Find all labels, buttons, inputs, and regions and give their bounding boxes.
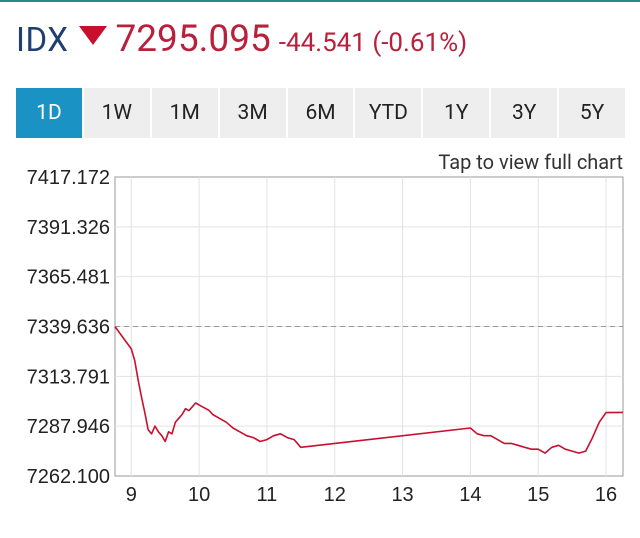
x-tick-label: 10 [188,484,210,506]
down-triangle-icon [79,26,108,45]
y-tick-label: 7365.481 [27,267,110,289]
tab-3m[interactable]: 3M [219,88,288,138]
x-tick-label: 16 [595,484,617,506]
index-symbol: IDX [16,21,69,60]
tab-3y[interactable]: 3Y [491,88,560,138]
tab-1w[interactable]: 1W [83,88,152,138]
x-tick-label: 11 [257,484,278,506]
y-tick-label: 7313.791 [27,366,110,388]
y-tick-label: 7417.172 [27,167,110,189]
last-price: 7295.095 [115,18,271,61]
y-tick-label: 7287.946 [27,416,110,438]
x-tick-label: 14 [459,484,481,506]
tab-1y[interactable]: 1Y [423,88,492,138]
x-tick-label: 9 [126,484,137,506]
full-chart-hint[interactable]: Tap to view full chart [438,150,623,174]
price-series-line [114,326,624,454]
tab-5y[interactable]: 5Y [559,88,626,138]
quote-header: IDX 7295.095 -44.541 (-0.61%) [16,18,467,78]
tab-ytd[interactable]: YTD [355,88,424,138]
tab-6m[interactable]: 6M [287,88,356,138]
timeframe-tabs: 1D 1W 1M 3M 6M YTD 1Y 3Y 5Y [16,88,626,138]
y-tick-label: 7339.636 [27,317,110,339]
tab-1m[interactable]: 1M [151,88,220,138]
x-tick-label: 12 [324,484,346,506]
tab-1d[interactable]: 1D [16,88,84,138]
x-tick-label: 13 [391,484,413,506]
top-accent-line [0,0,640,2]
y-tick-label: 7391.326 [27,217,110,239]
price-change: -44.541 (-0.61%) [278,28,468,58]
x-tick-label: 15 [527,484,549,506]
y-tick-label: 7262.100 [27,466,110,488]
